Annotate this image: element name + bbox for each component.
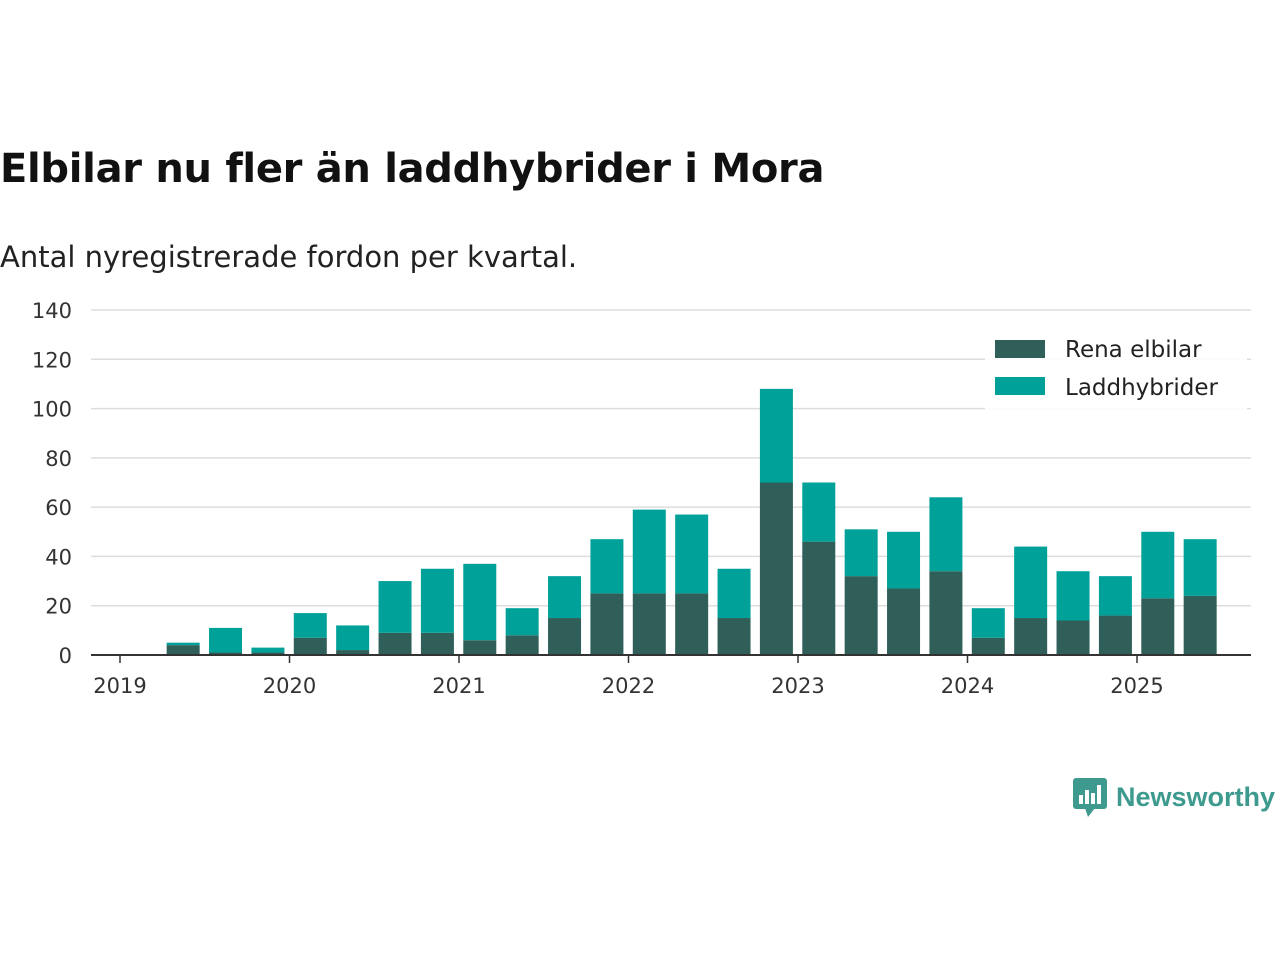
legend-label-laddhybrider: Laddhybrider: [1065, 375, 1218, 401]
bar-rena-elbilar: [1098, 615, 1132, 655]
x-tick-label: 2023: [771, 674, 824, 698]
bar-rena-elbilar: [463, 640, 497, 655]
bar-rena-elbilar: [1141, 598, 1175, 655]
x-tick-label: 2024: [941, 674, 994, 698]
bars: [166, 388, 1217, 655]
bar-laddhybrider: [209, 627, 243, 653]
bar-laddhybrider: [590, 539, 624, 594]
bar-laddhybrider: [887, 531, 921, 589]
bar-laddhybrider: [378, 581, 412, 633]
newsworthy-logo: Newsworthy: [1072, 776, 1275, 818]
bar-laddhybrider: [1014, 546, 1048, 619]
bar-rena-elbilar: [759, 482, 793, 655]
bar-laddhybrider: [675, 514, 709, 594]
x-axis-ticks: 2019 2020 2021 2022 2023 2024 2025: [93, 655, 1164, 698]
y-tick-label: 120: [32, 348, 72, 372]
bar-laddhybrider: [505, 608, 539, 636]
legend-swatch-laddhybrider: [995, 377, 1045, 395]
bar-rena-elbilar: [293, 637, 327, 655]
x-tick-label: 2019: [93, 674, 146, 698]
bar-laddhybrider: [463, 563, 497, 641]
y-tick-label: 0: [59, 644, 72, 668]
bar-rena-elbilar: [844, 576, 878, 655]
bar-laddhybrider: [548, 576, 582, 619]
gridlines: [91, 309, 1251, 607]
bar-laddhybrider: [1183, 539, 1217, 596]
bar-rena-elbilar: [209, 652, 243, 655]
y-tick-label: 20: [45, 595, 72, 619]
bar-laddhybrider: [1056, 571, 1090, 621]
bar-laddhybrider: [717, 568, 751, 619]
x-tick-label: 2025: [1110, 674, 1163, 698]
bar-rena-elbilar: [378, 632, 412, 655]
bar-laddhybrider: [971, 608, 1005, 638]
x-tick-label: 2020: [263, 674, 316, 698]
bar-rena-elbilar: [929, 571, 963, 655]
bar-rena-elbilar: [971, 637, 1005, 655]
x-tick-label: 2022: [602, 674, 655, 698]
bar-chart-bubble-icon: [1073, 778, 1107, 817]
legend-label-rena-elbilar: Rena elbilar: [1065, 337, 1202, 363]
y-tick-label: 140: [32, 299, 72, 323]
bar-laddhybrider: [759, 388, 793, 483]
bar-rena-elbilar: [632, 593, 666, 655]
bar-laddhybrider: [251, 647, 285, 653]
bar-rena-elbilar: [675, 593, 709, 655]
legend: Rena elbilar Laddhybrider: [985, 330, 1247, 410]
bar-rena-elbilar: [1183, 595, 1217, 655]
bar-rena-elbilar: [1056, 620, 1090, 655]
bar-rena-elbilar: [1014, 618, 1048, 655]
bar-rena-elbilar: [166, 645, 200, 655]
bar-rena-elbilar: [505, 635, 539, 655]
brand-name: Newsworthy: [1116, 781, 1276, 812]
bar-laddhybrider: [802, 482, 836, 542]
bar-laddhybrider: [1141, 531, 1175, 599]
legend-swatch-rena-elbilar: [995, 340, 1045, 358]
bar-rena-elbilar: [420, 632, 454, 655]
bar-rena-elbilar: [548, 618, 582, 655]
bar-rena-elbilar: [717, 618, 751, 655]
bar-rena-elbilar: [887, 588, 921, 655]
y-axis-ticks: 0 20 40 60 80 100 120 140: [32, 299, 72, 668]
chart-title: Elbilar nu fler än laddhybrider i Mora: [0, 146, 825, 192]
bar-rena-elbilar: [251, 652, 285, 655]
y-tick-label: 100: [32, 398, 72, 422]
bar-laddhybrider: [632, 509, 666, 594]
bar-laddhybrider: [336, 625, 370, 651]
bar-laddhybrider: [420, 568, 454, 633]
bar-laddhybrider: [1098, 576, 1132, 616]
bar-rena-elbilar: [590, 593, 624, 655]
x-tick-label: 2021: [432, 674, 485, 698]
y-tick-label: 80: [45, 447, 72, 471]
y-tick-label: 60: [45, 496, 72, 520]
bar-laddhybrider: [929, 497, 963, 572]
bar-laddhybrider: [293, 613, 327, 638]
bar-rena-elbilar: [336, 650, 370, 655]
bar-rena-elbilar: [802, 541, 836, 655]
y-tick-label: 40: [45, 545, 72, 569]
bar-laddhybrider: [166, 642, 200, 646]
chart-subtitle: Antal nyregistrerade fordon per kvartal.: [0, 240, 578, 274]
bar-laddhybrider: [844, 529, 878, 577]
